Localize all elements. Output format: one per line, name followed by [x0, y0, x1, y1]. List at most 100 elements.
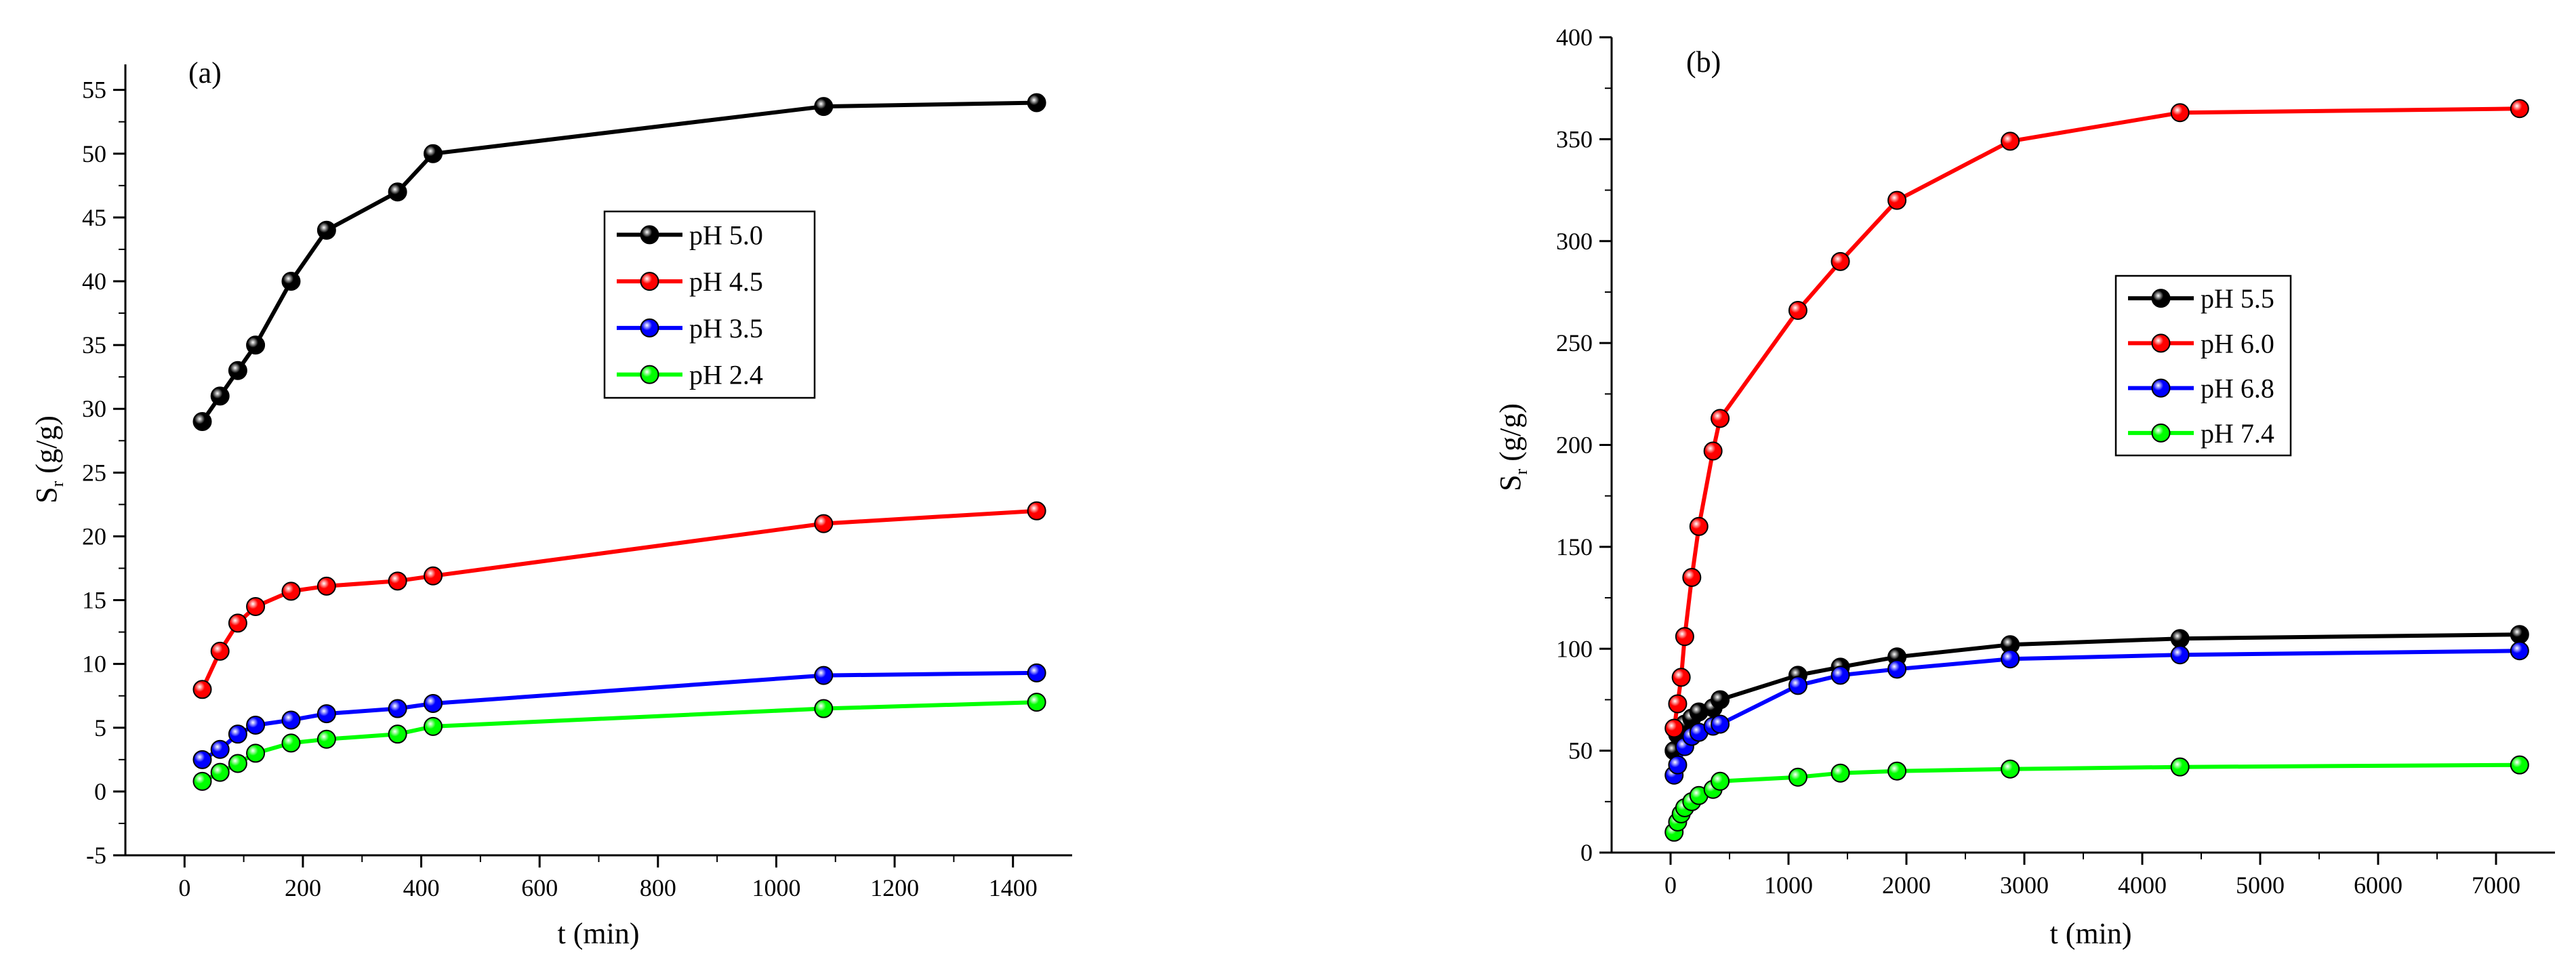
y-tick-label: 25: [82, 459, 106, 486]
series-line: [201, 670, 1037, 762]
data-point: [281, 733, 301, 753]
data-point: [388, 571, 407, 591]
data-point: [192, 412, 212, 432]
y-tick-label: 250: [1556, 329, 1593, 356]
data-point: [210, 641, 230, 661]
x-tick-label: 1000: [752, 874, 800, 901]
x-axis-title: t (min): [558, 917, 640, 950]
data-point: [316, 729, 336, 749]
data-point: [1682, 567, 1702, 587]
data-point: [1887, 659, 1907, 679]
legend-label: pH 5.0: [689, 220, 763, 250]
series-pH-7_4: [1664, 755, 2529, 842]
y-tick-label: 350: [1556, 125, 1593, 152]
data-point: [2510, 755, 2529, 775]
y-tick-label: 0: [1580, 839, 1593, 866]
data-point: [316, 704, 336, 724]
series-pH-6_8: [1664, 641, 2529, 785]
y-axis-title: Sr (g/g): [30, 415, 67, 504]
x-tick-label: 200: [285, 874, 321, 901]
series-line: [200, 508, 1037, 691]
y-tick-label: 150: [1556, 533, 1593, 560]
data-point: [246, 596, 266, 616]
data-point: [1831, 251, 1850, 271]
data-point: [814, 699, 834, 718]
data-point: [388, 699, 407, 718]
data-point: [1027, 93, 1046, 113]
x-tick-label: 400: [403, 874, 440, 901]
y-tick-label: 0: [94, 778, 106, 805]
x-tick-label: 0: [1664, 872, 1677, 899]
data-point: [2170, 103, 2190, 123]
legend-label: pH 6.0: [2201, 328, 2274, 359]
data-point: [2510, 641, 2529, 661]
data-point: [814, 97, 834, 117]
data-point: [228, 613, 247, 633]
series-pH-6_0: [1664, 99, 2529, 738]
y-tick-label: 15: [82, 587, 106, 614]
panel-label: (b): [1686, 45, 1721, 79]
y-axis-title: Sr (g/g): [1494, 403, 1531, 491]
series-pH-3_5: [192, 663, 1046, 769]
y-tick-label: 45: [82, 204, 106, 231]
data-point: [1711, 714, 1730, 734]
x-axis-title: t (min): [2050, 917, 2132, 950]
legend-swatch-marker: [2151, 423, 2171, 443]
data-point: [814, 514, 834, 533]
y-tick-label: 10: [82, 651, 106, 678]
x-tick-label: 800: [640, 874, 676, 901]
data-point: [316, 220, 336, 240]
data-point: [424, 566, 443, 586]
chart-panel-a: 0 200 400 600 800 1000 1200 1400 -5 0 5 10 15 20 25 30 3…: [30, 56, 1072, 950]
data-point: [1788, 767, 1807, 787]
y-tick-label: 30: [82, 395, 106, 422]
data-point: [228, 754, 247, 773]
y-tick-label: 55: [82, 77, 106, 104]
data-point: [388, 724, 407, 744]
y-tick-label: 50: [82, 140, 106, 167]
data-point: [1831, 763, 1850, 783]
data-point: [1671, 668, 1691, 687]
legend-swatch-marker: [640, 272, 659, 291]
legend: pH 5.5 pH 6.0 pH 6.8 pH 7.4: [2114, 274, 2292, 457]
data-point: [1668, 755, 1688, 775]
data-point: [1887, 190, 1907, 210]
x-tick-label: 1400: [989, 874, 1038, 901]
data-point: [1788, 301, 1807, 321]
data-point: [1887, 761, 1907, 781]
legend-swatch-marker: [2151, 289, 2171, 308]
legend-swatch-marker: [640, 365, 659, 384]
legend-label: pH 7.4: [2201, 418, 2274, 449]
data-point: [814, 666, 834, 685]
data-point: [424, 716, 443, 736]
data-point: [246, 716, 266, 735]
data-point: [192, 771, 212, 791]
x-tick-label: 5000: [2236, 872, 2285, 899]
data-point: [1711, 690, 1730, 710]
data-point: [2170, 757, 2190, 777]
data-point: [2170, 629, 2190, 649]
legend-label: pH 3.5: [689, 313, 763, 344]
data-point: [228, 724, 247, 744]
legend-box: [2114, 274, 2292, 457]
y-tick-label: 5: [94, 714, 106, 741]
x-tick-label: 0: [178, 874, 190, 901]
y-tick-label: 300: [1556, 228, 1593, 255]
data-point: [246, 743, 266, 763]
data-point: [228, 361, 247, 380]
legend-swatch-marker: [2151, 378, 2171, 398]
data-point: [210, 739, 230, 759]
x-tick-label: 3000: [2000, 872, 2049, 899]
y-tick-label: 50: [1568, 737, 1593, 764]
y-tick-label: 100: [1556, 635, 1593, 662]
data-point: [1703, 441, 1723, 461]
legend-label: pH 6.8: [2201, 373, 2274, 404]
y-tick-label: 400: [1556, 24, 1593, 51]
data-point: [281, 710, 301, 730]
legend-label: pH 2.4: [689, 360, 763, 390]
series-line: [201, 700, 1037, 783]
x-tick-label: 1200: [870, 874, 919, 901]
data-point: [1788, 676, 1807, 695]
y-tick-label: -5: [86, 842, 106, 869]
y-tick-label: 20: [82, 523, 106, 550]
